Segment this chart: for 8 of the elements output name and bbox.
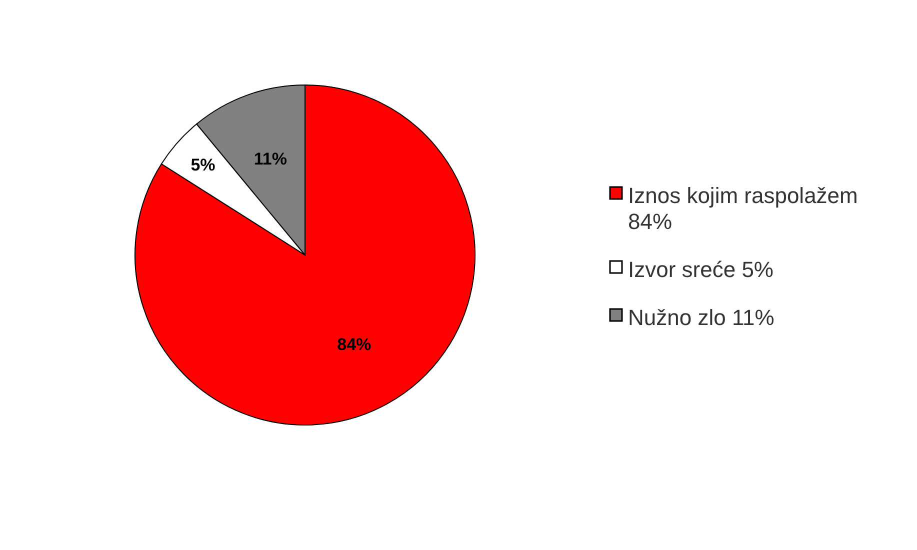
legend-label: Iznos kojim raspolažem xyxy=(628,182,858,208)
pie-slice xyxy=(134,84,476,426)
text: 84% xyxy=(628,208,672,234)
data-label: 11% xyxy=(254,150,287,169)
data-label: 5% xyxy=(190,156,216,175)
data-label: 84% xyxy=(337,334,372,354)
legend-label: Nužno zlo 11% xyxy=(628,304,774,330)
legend-label: Izvor sreće 5% xyxy=(628,256,774,282)
